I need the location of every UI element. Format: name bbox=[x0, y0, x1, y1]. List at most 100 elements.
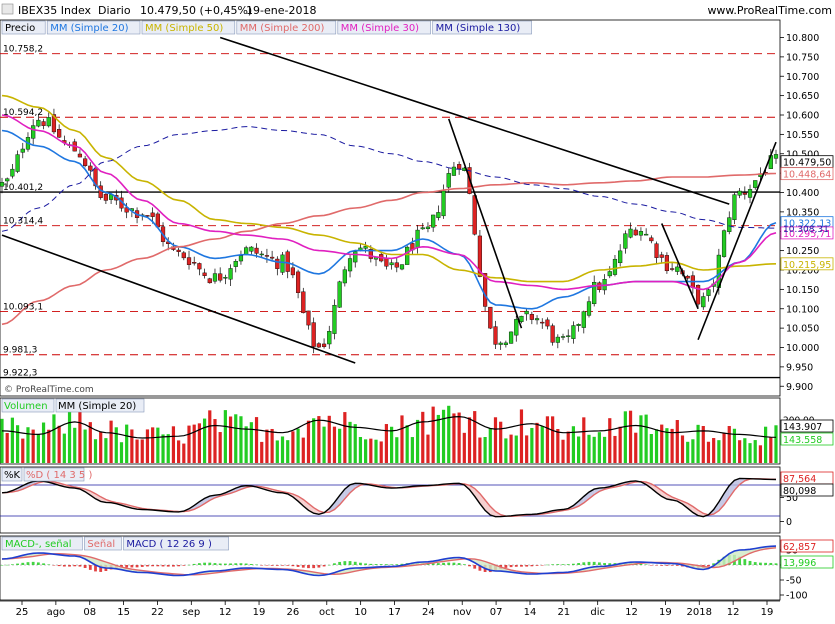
volume-bar bbox=[447, 406, 450, 463]
candle-body bbox=[686, 276, 690, 278]
legend-item: MM (Simple 130) bbox=[436, 23, 521, 34]
x-tick-label: 08 bbox=[83, 607, 96, 618]
macd-histogram-bar bbox=[775, 563, 778, 565]
volume-bar bbox=[546, 416, 549, 463]
candle-body bbox=[707, 290, 711, 296]
macd-tag-label: 62,857 bbox=[783, 542, 816, 553]
macd-histogram-bar bbox=[229, 563, 232, 565]
x-tick-label: 07 bbox=[490, 607, 503, 618]
volume-bar bbox=[63, 434, 66, 463]
x-tick-label: 22 bbox=[151, 607, 164, 618]
x-tick-label: 24 bbox=[422, 607, 435, 618]
y-tick-label: 10.700 bbox=[786, 72, 819, 83]
candle-body bbox=[623, 234, 627, 249]
candle-body bbox=[587, 302, 591, 316]
price-panel: 10.758,210.594,210.401,210.314,410.093,1… bbox=[0, 20, 833, 396]
volume-bar bbox=[494, 417, 497, 463]
x-tick-label: 26 bbox=[287, 607, 300, 618]
y-tick-label: 9.900 bbox=[786, 382, 813, 393]
volume-bar bbox=[333, 427, 336, 463]
candle-body bbox=[426, 227, 430, 229]
level-label: 9.922,3 bbox=[3, 369, 37, 379]
candle-body bbox=[520, 316, 524, 322]
x-tick-label: dic bbox=[590, 607, 605, 618]
candle-body bbox=[701, 297, 705, 307]
volume-bar bbox=[759, 445, 762, 463]
candle-body bbox=[338, 282, 342, 308]
candle-body bbox=[447, 173, 451, 187]
candle-body bbox=[229, 268, 233, 279]
volume-bar bbox=[561, 440, 564, 463]
candle-body bbox=[343, 270, 347, 283]
volume-bar bbox=[203, 419, 206, 463]
candle-body bbox=[514, 319, 518, 335]
volume-bar bbox=[411, 437, 414, 463]
legend-item: MM (Simple 20) bbox=[50, 23, 128, 34]
macd-histogram-bar bbox=[546, 565, 549, 566]
macd-histogram-bar bbox=[520, 565, 523, 567]
volume-bar bbox=[681, 435, 684, 463]
volume-bar bbox=[141, 439, 144, 463]
candle-body bbox=[260, 254, 264, 255]
volume-bar bbox=[655, 429, 658, 463]
macd-histogram-bar bbox=[676, 565, 679, 566]
candle-body bbox=[364, 246, 368, 248]
volume-bar bbox=[484, 437, 487, 463]
x-tick-label: 17 bbox=[388, 607, 401, 618]
macd-histogram-bar bbox=[214, 563, 217, 565]
macd-histogram-bar bbox=[645, 564, 648, 565]
volume-bar bbox=[509, 435, 512, 463]
macd-histogram-bar bbox=[515, 565, 518, 567]
macd-histogram-bar bbox=[16, 564, 19, 565]
candle-body bbox=[265, 255, 269, 256]
collapse-icon[interactable] bbox=[2, 4, 13, 14]
macd-histogram-bar bbox=[53, 565, 56, 566]
volume-bar bbox=[676, 420, 679, 463]
volume-bar bbox=[385, 424, 388, 463]
volume-bar bbox=[769, 437, 772, 463]
candle-body bbox=[675, 267, 679, 272]
x-tick-label: 12 bbox=[219, 607, 232, 618]
macd-histogram-bar bbox=[307, 565, 310, 568]
macd-histogram-bar bbox=[473, 565, 476, 569]
candle-body bbox=[608, 271, 612, 275]
volume-bar bbox=[567, 432, 570, 463]
volume-bar bbox=[115, 427, 118, 463]
volume-bar bbox=[541, 426, 544, 463]
volume-bar bbox=[0, 419, 3, 463]
macd-histogram-bar bbox=[146, 565, 149, 566]
macd-histogram-bar bbox=[453, 563, 456, 565]
volume-bar bbox=[660, 425, 663, 463]
macd-histogram-bar bbox=[390, 564, 393, 565]
macd-histogram-bar bbox=[68, 565, 71, 567]
volume-bar bbox=[26, 427, 29, 463]
candle-body bbox=[494, 327, 498, 345]
macd-tag-label: 13,996 bbox=[783, 558, 816, 569]
volume-bar bbox=[463, 433, 466, 463]
macd-histogram-bar bbox=[130, 565, 133, 567]
volume-bar bbox=[125, 425, 128, 463]
volume-bar bbox=[691, 439, 694, 463]
candle-body bbox=[291, 268, 295, 275]
macd-histogram-bar bbox=[234, 563, 237, 565]
candle-body bbox=[348, 259, 352, 272]
macd-histogram-bar bbox=[349, 561, 352, 565]
stoch-tag-label: 87,564 bbox=[783, 474, 816, 485]
macd-histogram-bar bbox=[759, 563, 762, 565]
x-tick-label: 14 bbox=[524, 607, 537, 618]
volume-bar bbox=[239, 416, 242, 463]
candle-body bbox=[540, 322, 544, 323]
volume-bar bbox=[577, 436, 580, 463]
x-tick-label: 10 bbox=[354, 607, 367, 618]
legend-item: MACD-, señal bbox=[5, 539, 72, 550]
volume-bar bbox=[58, 426, 61, 463]
volume-bar bbox=[624, 411, 627, 463]
macd-histogram-bar bbox=[323, 565, 326, 566]
macd-histogram-bar bbox=[63, 565, 66, 567]
volume-bar bbox=[177, 440, 180, 463]
volume-bar bbox=[161, 434, 164, 463]
macd-histogram-bar bbox=[245, 564, 248, 566]
candle-body bbox=[234, 261, 238, 266]
macd-histogram-bar bbox=[208, 563, 211, 565]
